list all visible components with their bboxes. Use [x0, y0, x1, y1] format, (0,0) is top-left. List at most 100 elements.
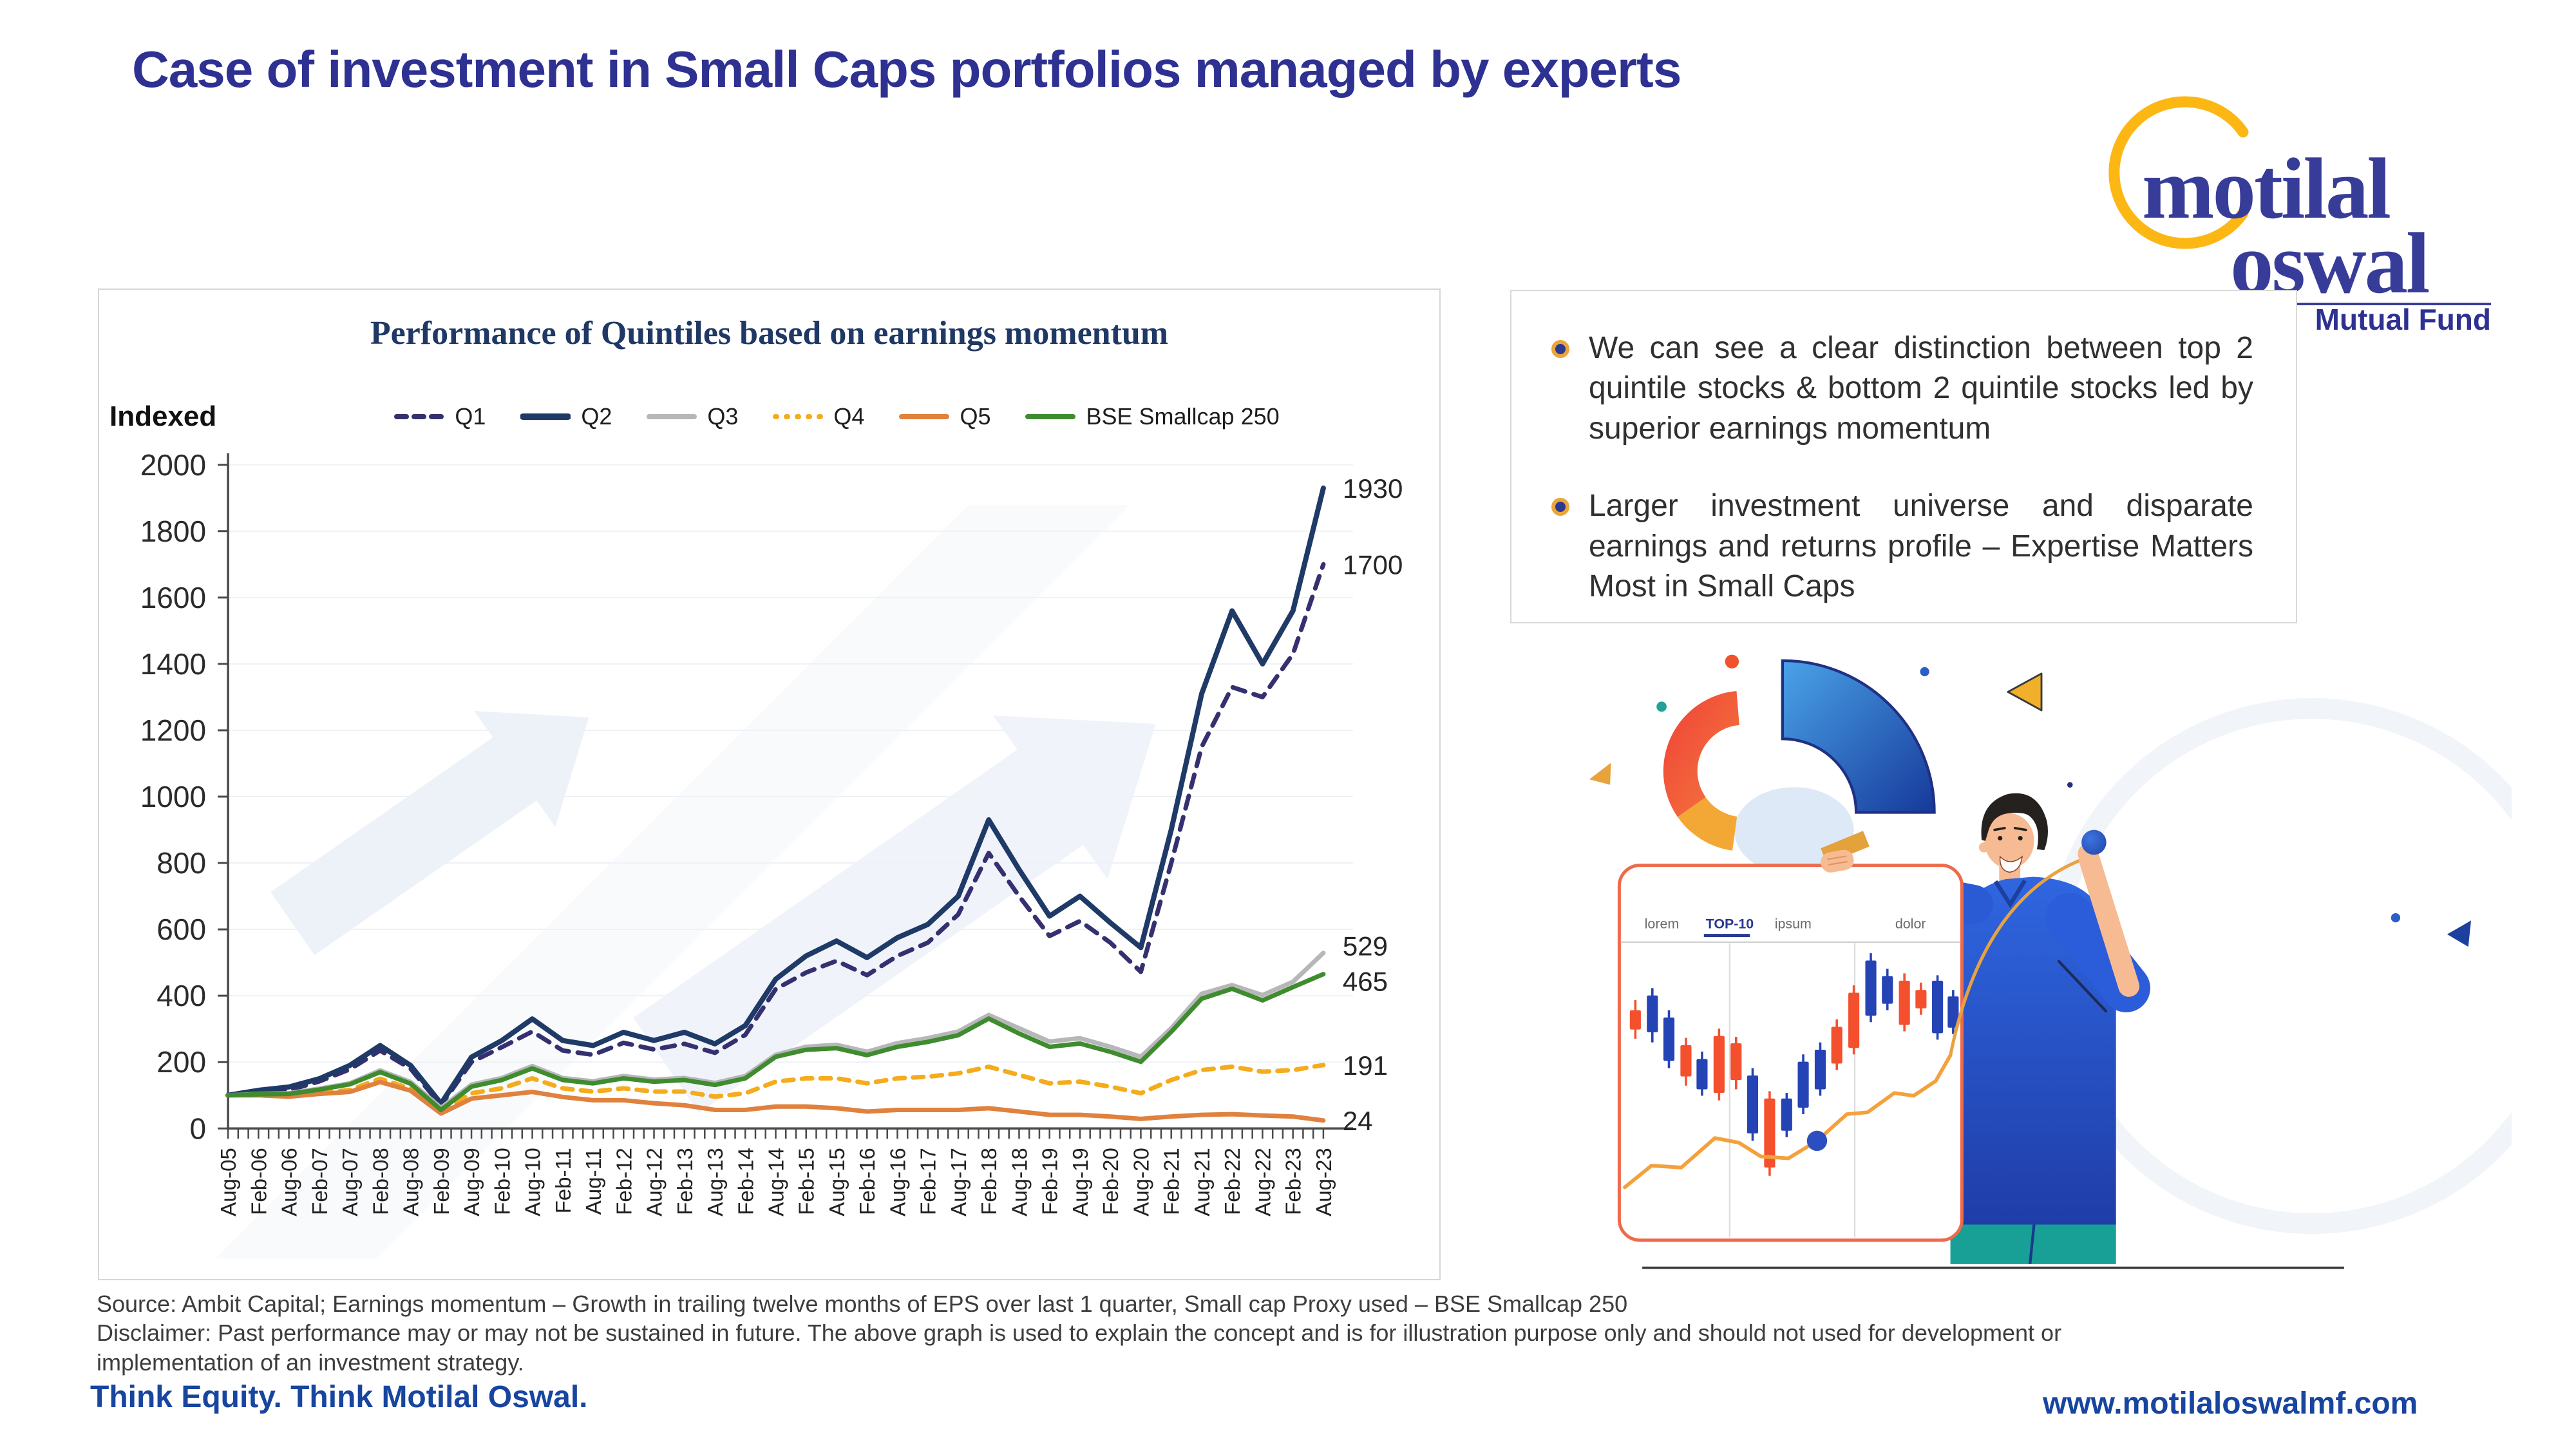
x-tick-label: Feb-17 — [916, 1148, 940, 1215]
person-forearm — [2078, 848, 2140, 997]
candle-body — [1764, 1098, 1776, 1168]
x-tick-label: Aug-20 — [1129, 1148, 1153, 1216]
person-mouth — [1999, 855, 2023, 873]
candlestick-group — [1629, 953, 1959, 1176]
bullet-text: We can see a clear distinction between t… — [1589, 331, 2253, 446]
candle-body — [1831, 1027, 1842, 1064]
y-tick-label: 1600 — [140, 581, 206, 614]
y-tick-label: 800 — [156, 846, 206, 880]
board-tab-dolor: dolor — [1895, 916, 1926, 932]
person-left-hand-finger — [1828, 860, 1848, 866]
decor-blue-dot — [2391, 913, 2401, 923]
source-note: Source: Ambit Capital; Earnings momentum… — [97, 1289, 2106, 1377]
y-tick-label: 400 — [156, 979, 206, 1012]
chart-panel: 0 200 400 600 800 1000 1200 1400 1600 1800 2000 Aug… — [98, 289, 1441, 1280]
series-end-label-BSE-Smallcap-250: 465 — [1343, 967, 1388, 997]
x-tick-label: Feb-14 — [734, 1148, 757, 1215]
candle-body — [1747, 1075, 1759, 1134]
analyst-illustration: lorem TOP-10 ipsum dolor — [1589, 654, 2512, 1269]
logo-tagline: Mutual Fund — [2315, 303, 2491, 334]
decor-navy-triangle-icon — [2447, 920, 2472, 947]
series-line-Q5 — [225, 1079, 1326, 1123]
donut-segment-blue-icon — [1781, 659, 1936, 814]
x-tick-label: Feb-18 — [977, 1148, 1001, 1215]
legend-swatch-icon — [520, 413, 571, 420]
chart-title: Performance of Quintiles based on earnin… — [370, 315, 1169, 352]
x-tick-label: Feb-06 — [247, 1148, 270, 1215]
candle-body — [1797, 1061, 1809, 1108]
bullet-item: We can see a clear distinction between t… — [1551, 328, 2253, 449]
x-tick-label: Aug-05 — [216, 1148, 240, 1216]
legend-swatch-icon — [899, 414, 950, 419]
board-trend-dot — [1806, 1130, 1828, 1151]
person-eye — [2018, 835, 2023, 841]
x-tick-label: Aug-17 — [947, 1148, 971, 1216]
person-eyebrow — [1993, 827, 2006, 831]
legend-item-BSE-Smallcap-250: BSE Smallcap 250 — [1025, 403, 1280, 430]
bullet-marker-icon — [1551, 340, 1569, 358]
candle-body — [1915, 990, 1927, 1009]
y-tick-label: 1000 — [140, 780, 206, 813]
candle-body — [1781, 1098, 1792, 1131]
series-end-label-Q1: 1700 — [1343, 549, 1403, 580]
series-line-BSE-Smallcap-250 — [225, 972, 1326, 1112]
watermark-arrow-icon — [270, 710, 589, 956]
x-tick-label: Feb-15 — [795, 1148, 819, 1215]
board-tab-top10: TOP-10 — [1706, 916, 1754, 932]
y-tick-label: 2000 — [140, 448, 206, 482]
candle-body — [1713, 1036, 1725, 1094]
legend-item-Q2: Q2 — [520, 403, 612, 430]
decor-navy-dot — [2067, 782, 2073, 788]
candle-body — [1696, 1059, 1708, 1090]
quintile-line-chart: 0 200 400 600 800 1000 1200 1400 1600 1800 2000 Aug… — [140, 448, 1403, 1259]
legend-label: Q4 — [833, 403, 865, 430]
x-tick-label: Aug-06 — [278, 1148, 301, 1216]
x-tick-label: Feb-10 — [490, 1148, 514, 1215]
decor-teal-dot — [1656, 701, 1667, 712]
legend-item-Q1: Q1 — [394, 403, 486, 430]
x-tick-label: Aug-18 — [1007, 1148, 1031, 1216]
candle-body — [1932, 980, 1944, 1034]
donut-segment-gold-icon — [1678, 797, 1738, 851]
x-tick-label: Aug-23 — [1312, 1148, 1336, 1216]
source-line: Source: Ambit Capital; Earnings momentum… — [97, 1291, 1628, 1317]
y-tick-label: 200 — [156, 1045, 206, 1079]
candle-body — [1865, 960, 1877, 1016]
legend-swatch-icon — [773, 414, 824, 419]
legend-swatch-icon — [1025, 414, 1076, 419]
legend-label: Q1 — [455, 403, 486, 430]
x-tick-label: Feb-13 — [673, 1148, 697, 1215]
decor-yellow-triangle-icon — [1589, 762, 1611, 785]
legend-swatch-icon — [394, 414, 445, 419]
person-left-hand — [1821, 849, 1854, 873]
person-eyebrow — [2013, 827, 2027, 831]
y-tick-label: 1200 — [140, 714, 206, 747]
x-tick-label: Aug-12 — [643, 1148, 667, 1216]
series-end-label-Q4: 191 — [1343, 1050, 1388, 1081]
x-tick-label: Aug-09 — [460, 1148, 484, 1216]
bullet-item: Larger investment universe and disparate… — [1551, 486, 2253, 607]
x-tick-label: Aug-13 — [703, 1148, 727, 1216]
legend-item-Q3: Q3 — [647, 403, 738, 430]
x-tick-label: Feb-20 — [1099, 1148, 1122, 1215]
string-line — [1949, 856, 2088, 1056]
footer-url[interactable]: www.motilaloswalmf.com — [2043, 1387, 2418, 1421]
legend-item-Q5: Q5 — [899, 403, 990, 430]
x-tick-label: Aug-14 — [764, 1148, 788, 1216]
y-tick-label: 0 — [189, 1112, 206, 1145]
x-tick-label: Aug-16 — [886, 1148, 909, 1216]
person-face — [1984, 813, 2034, 869]
candle-body — [1730, 1043, 1742, 1081]
bullet-text: Larger investment universe and disparate… — [1589, 489, 2253, 603]
y-axis-unit-label: Indexed — [109, 401, 217, 432]
person-hair — [1981, 793, 2048, 851]
page-title: Case of investment in Small Caps portfol… — [132, 41, 1681, 98]
x-tick-label: Aug-19 — [1068, 1148, 1092, 1216]
legend-swatch-icon — [647, 414, 697, 419]
series-end-label-Q5: 24 — [1343, 1106, 1373, 1136]
candle-body — [1647, 995, 1658, 1032]
candle-body — [1629, 1010, 1641, 1030]
logo-gold-arc — [2108, 96, 2249, 249]
x-tick-label: Aug-07 — [338, 1148, 362, 1216]
